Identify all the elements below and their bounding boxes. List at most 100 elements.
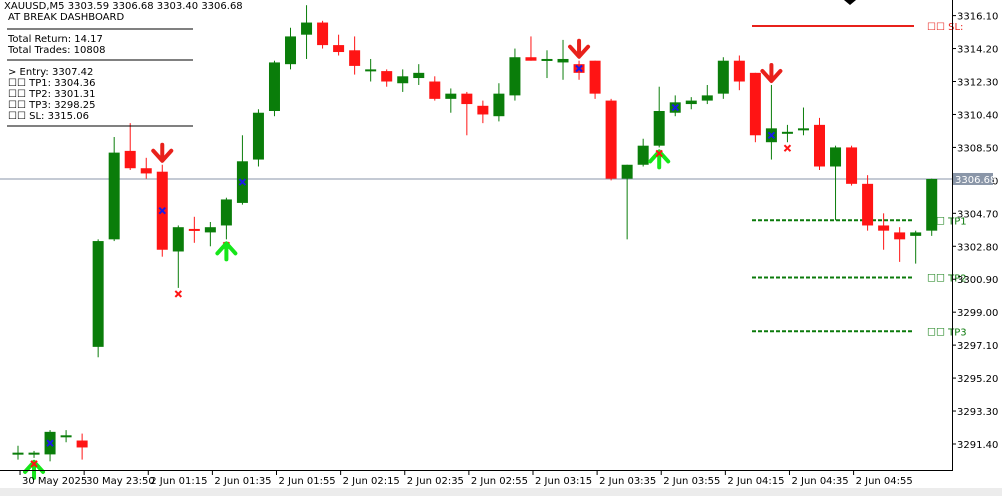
exit-cross-blue-icon (46, 439, 54, 447)
candle (653, 86, 665, 148)
candle-body (701, 95, 713, 101)
exit-cross-red-icon (655, 149, 663, 158)
x-tick-label: 2 Jun 02:55 (471, 476, 528, 487)
candle (413, 64, 425, 85)
candle-body (846, 147, 858, 184)
candle-body (285, 36, 297, 65)
candle (477, 100, 489, 124)
candle-body (493, 93, 505, 117)
dashboard-tp1: ☐☐ TP1: 3304.36 (8, 78, 96, 89)
candle (301, 5, 313, 59)
y-tick-label: 3314.20 (957, 45, 998, 56)
dashboard-total-trades: Total Trades: 10808 (7, 45, 105, 56)
exit-cross-blue-icon (671, 103, 679, 112)
candle-body (268, 62, 280, 111)
exit-cross-blue-icon (158, 207, 166, 215)
candle-body (894, 232, 906, 240)
candle (204, 221, 216, 247)
y-tick-label: 3308.50 (957, 143, 998, 154)
candle-body (60, 435, 72, 438)
tp2-label: ☐☐ TP2 (927, 273, 967, 284)
candle (172, 225, 184, 288)
candle (493, 83, 505, 122)
candle-body (525, 57, 537, 61)
exit-cross-red-icon (30, 460, 38, 468)
y-tick-label: 3304.70 (957, 209, 998, 220)
candle-body (12, 452, 24, 455)
y-tick-label: 3299.00 (957, 308, 998, 319)
candle (926, 178, 938, 236)
current-price-tag: 3306.68 (953, 172, 996, 186)
candle-body (365, 69, 377, 72)
candle (317, 20, 329, 49)
candle (894, 227, 906, 262)
candle (749, 72, 761, 143)
candle (108, 137, 120, 242)
dashboard-tp2: ☐☐ TP2: 3301.31 (8, 89, 96, 100)
candle-body (509, 57, 521, 96)
candle (910, 230, 922, 264)
candle-body (220, 199, 232, 226)
symbol-header: XAUUSD,M5 3303.59 3306.68 3303.40 3306.6… (4, 1, 243, 12)
x-tick-label: 2 Jun 04:35 (791, 476, 848, 487)
candle (830, 145, 842, 221)
y-tick-label: 3300.90 (957, 275, 998, 286)
candle (797, 107, 809, 136)
candle (92, 239, 104, 358)
candle-body (717, 60, 729, 94)
candle (814, 117, 825, 170)
y-tick-label: 3312.30 (957, 78, 998, 89)
candle-body (349, 50, 361, 66)
candle (76, 433, 88, 460)
candle-body (781, 131, 793, 134)
candle-body (188, 228, 200, 231)
x-tick-label: 2 Jun 01:35 (214, 476, 271, 487)
current-price-label: 3306.68 (955, 175, 996, 186)
dashboard-total-return: Total Return: 14.17 (7, 34, 103, 45)
candle-body (557, 58, 569, 63)
x-tick-label: 2 Jun 02:15 (343, 476, 400, 487)
x-tick-label: 30 May 23:50 (86, 476, 155, 487)
candle (188, 216, 200, 243)
y-tick-label: 3297.10 (957, 341, 998, 352)
candle (685, 97, 697, 110)
x-tick-label: 2 Jun 01:15 (150, 476, 207, 487)
candle-body (429, 81, 441, 99)
candle (140, 157, 152, 179)
candle (220, 197, 232, 240)
candle-body (333, 45, 345, 53)
buy-arrow-icon (648, 149, 671, 170)
candle (605, 98, 617, 181)
candle-body (797, 128, 809, 131)
y-tick-label: 3310.40 (957, 110, 998, 121)
x-tick-label: 2 Jun 04:55 (856, 476, 913, 487)
candle (525, 36, 537, 61)
candle-body (926, 178, 938, 231)
candle (717, 57, 729, 99)
y-tick-label: 3316.10 (957, 12, 998, 23)
candle (268, 60, 280, 117)
dashboard-title: AT BREAK DASHBOARD (8, 12, 124, 23)
candle (589, 60, 601, 99)
candle (12, 445, 24, 460)
candle-body (862, 183, 874, 226)
candle (445, 88, 457, 113)
exit-cross-blue-icon (575, 64, 583, 73)
x-tick-label: 2 Jun 03:55 (663, 476, 720, 487)
candle-body (605, 100, 617, 179)
signal-markers (23, 38, 792, 480)
candle-body (381, 71, 393, 82)
candle-body (92, 241, 104, 347)
candle (429, 76, 441, 101)
y-tick-label: 3295.20 (957, 374, 998, 385)
candle (557, 39, 569, 80)
candle-body (461, 93, 473, 105)
candle (28, 450, 40, 458)
y-tick-label: 3302.80 (957, 242, 998, 253)
x-tick-label: 2 Jun 04:15 (727, 476, 784, 487)
candle (733, 55, 745, 91)
candle-body (733, 60, 745, 82)
